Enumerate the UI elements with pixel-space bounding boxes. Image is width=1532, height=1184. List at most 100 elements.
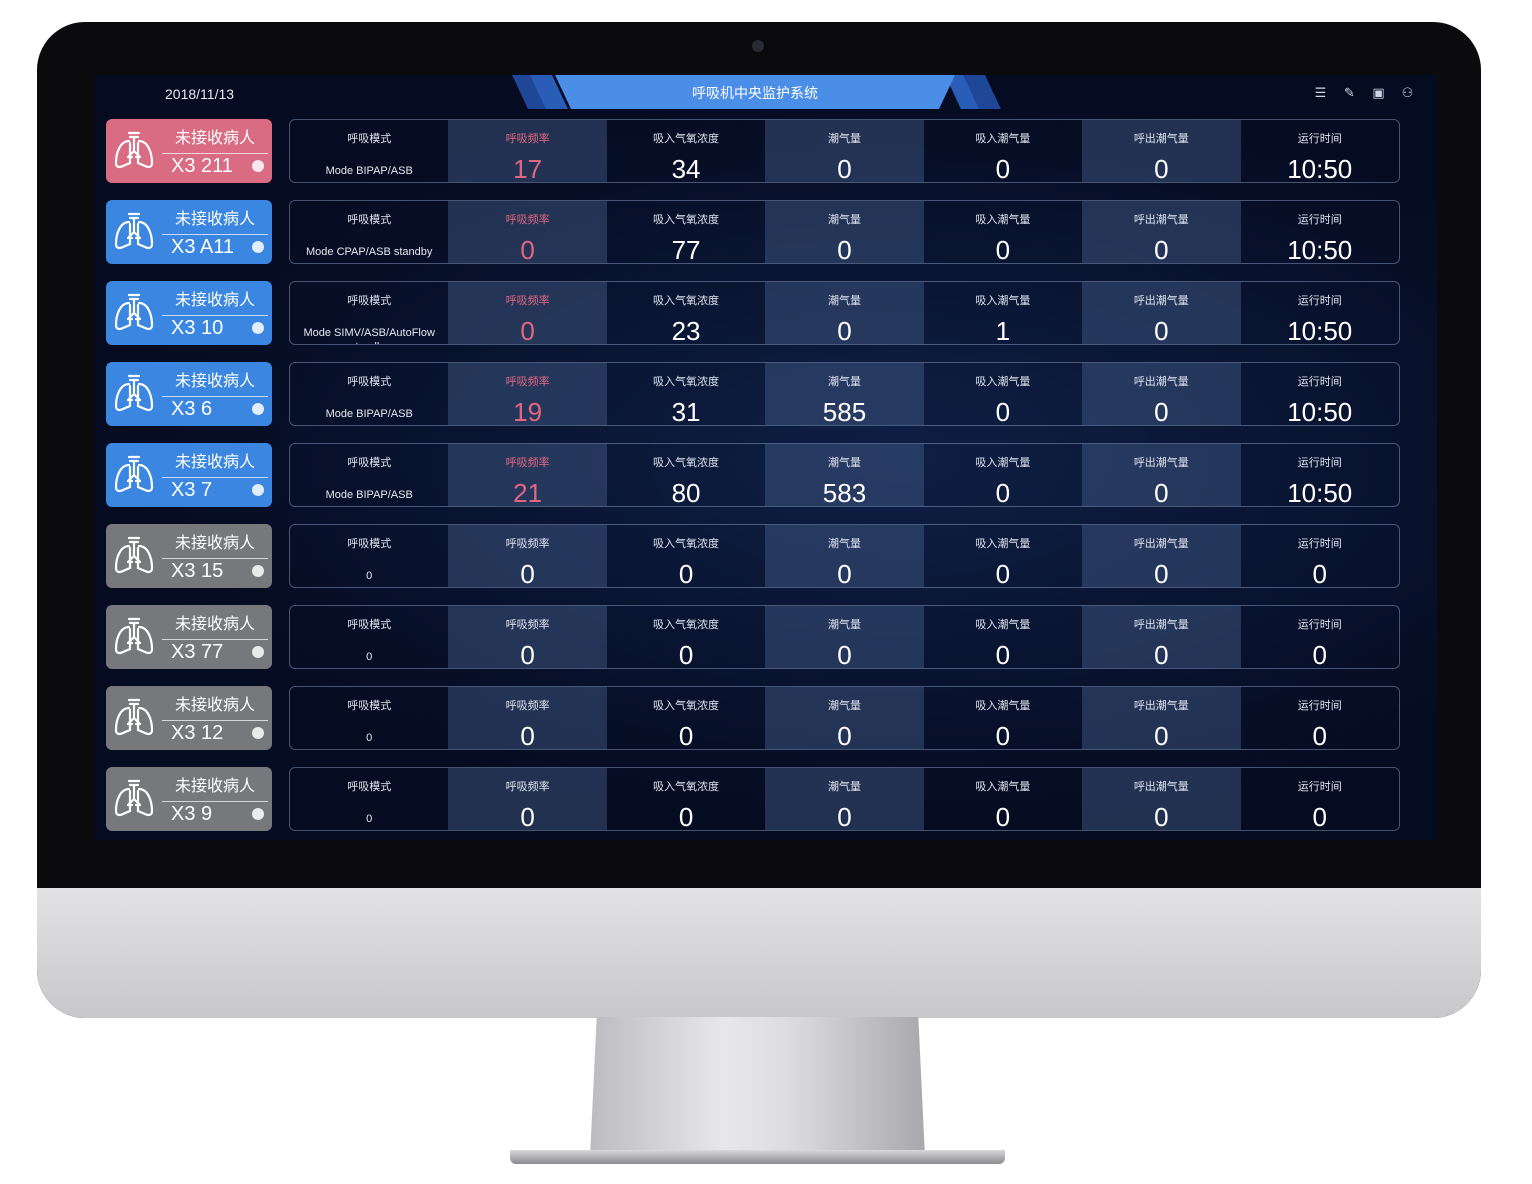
cell-metric: 吸入潮气量 0 (975, 538, 1031, 588)
patient-card[interactable]: 未接收病人 X3 A11 (106, 200, 272, 264)
lungs-icon (114, 455, 154, 493)
cell-metric: 呼出潮气量 0 (1082, 363, 1241, 425)
cell-metric: 潮气量 0 (765, 687, 924, 749)
ventilator-row: 未接收病人 X3 6 呼吸模式 Mode BIPAP/ASB 呼吸频率 19 吸入气氧浓度 3… (106, 362, 1400, 426)
ventilator-row: 未接收病人 X3 9 呼吸模式 0 呼吸频率 0 吸入气氧浓度 0 潮气量 0 吸入潮气量 0 呼出潮气… (106, 767, 1400, 831)
lungs-icon (114, 374, 154, 412)
cell-metric: 吸入潮气量 0 (975, 133, 1031, 183)
list-icon[interactable]: ☰ (1314, 85, 1327, 100)
cell-metric: 潮气量 0 (765, 120, 924, 182)
cell-metric: 吸入潮气量 0 (975, 781, 1031, 831)
page-title: 呼吸机中央监护系统 (555, 75, 955, 109)
cell-mode: 呼吸模式 Mode BIPAP/ASB (325, 457, 413, 501)
metrics-panel: 呼吸模式 0 呼吸频率 0 吸入气氧浓度 0 潮气量 0 吸入潮气量 0 呼出潮气量 0 运行时间 0 (289, 686, 1400, 750)
cell-metric: 呼出潮气量 0 (1082, 606, 1241, 668)
ventilator-row: 未接收病人 X3 15 呼吸模式 0 呼吸频率 0 吸入气氧浓度 0 潮气量 0 吸入潮气量 0 呼出潮… (106, 524, 1400, 588)
cell-metric: 吸入气氧浓度 80 (653, 457, 720, 507)
cell-metric: 吸入气氧浓度 0 (653, 700, 720, 750)
metrics-panel: 呼吸模式 Mode CPAP/ASB standby 呼吸频率 0 吸入气氧浓度 77 潮气… (289, 200, 1400, 264)
cell-metric: 运行时间 0 (1297, 700, 1342, 750)
metrics-panel: 呼吸模式 0 呼吸频率 0 吸入气氧浓度 0 潮气量 0 吸入潮气量 0 呼出潮气量 0 运行时间 0 (289, 767, 1400, 831)
ventilator-row: 未接收病人 X3 A11 呼吸模式 Mode CPAP/ASB standby 呼吸频率… (106, 200, 1400, 264)
cell-metric: 吸入潮气量 0 (975, 376, 1031, 426)
cell-mode: 呼吸模式 Mode BIPAP/ASB (325, 376, 413, 420)
cell-metric: 潮气量 583 (765, 444, 924, 506)
date: 2018/11/13 (165, 86, 235, 102)
cell-mode: 呼吸模式 0 (347, 538, 392, 582)
edit-icon[interactable] (252, 322, 264, 334)
patient-card[interactable]: 未接收病人 X3 7 (106, 443, 272, 507)
patient-card[interactable]: 未接收病人 X3 6 (106, 362, 272, 426)
edit-icon[interactable] (252, 160, 264, 172)
monitor-stand (590, 1017, 925, 1157)
cell-metric: 潮气量 0 (765, 201, 924, 263)
ventilator-row: 未接收病人 X3 12 呼吸模式 0 呼吸频率 0 吸入气氧浓度 0 潮气量 0 吸入潮气量 0 呼出潮… (106, 686, 1400, 750)
lungs-icon (114, 293, 154, 331)
cell-metric: 潮气量 0 (765, 525, 924, 587)
patient-card[interactable]: 未接收病人 X3 9 (106, 767, 272, 831)
edit-icon[interactable] (252, 646, 264, 658)
cell-metric: 吸入气氧浓度 0 (653, 538, 720, 588)
cell-metric: 吸入气氧浓度 34 (653, 133, 720, 183)
monitor-chin (37, 888, 1481, 1018)
cell-metric: 吸入气氧浓度 23 (653, 295, 720, 345)
metrics-panel: 呼吸模式 Mode BIPAP/ASB 呼吸频率 17 吸入气氧浓度 34 潮气量 0 吸入潮气… (289, 119, 1400, 183)
cell-metric: 运行时间 10:50 (1287, 214, 1353, 264)
cell-metric: 呼出潮气量 0 (1082, 444, 1241, 506)
layout-icon[interactable]: ▣ (1372, 85, 1385, 100)
cell-metric: 呼吸频率 21 (448, 444, 607, 506)
cell-metric: 呼出潮气量 0 (1082, 768, 1241, 830)
edit-icon[interactable]: ✎ (1344, 85, 1355, 100)
cell-metric: 吸入气氧浓度 31 (653, 376, 720, 426)
dashboard-screen: 2018/11/13 呼吸机中央监护系统 ☰ ✎ ▣ ⚇ 未接收病人 X3 211… (95, 75, 1437, 840)
cell-metric: 潮气量 0 (765, 606, 924, 668)
lungs-icon (114, 131, 154, 169)
cell-metric: 吸入潮气量 0 (975, 700, 1031, 750)
cell-metric: 潮气量 0 (765, 282, 924, 344)
cell-metric: 吸入潮气量 0 (975, 619, 1031, 669)
lungs-icon (114, 212, 154, 250)
cell-metric: 呼吸频率 0 (448, 201, 607, 263)
patient-card[interactable]: 未接收病人 X3 10 (106, 281, 272, 345)
cell-metric: 呼出潮气量 0 (1082, 525, 1241, 587)
cell-metric: 潮气量 0 (765, 768, 924, 830)
cell-mode: 呼吸模式 Mode CPAP/ASB standby (306, 214, 433, 258)
camera (752, 40, 764, 52)
cell-metric: 呼出潮气量 0 (1082, 282, 1241, 344)
cell-metric: 呼吸频率 17 (448, 120, 607, 182)
cell-metric: 吸入潮气量 0 (975, 457, 1031, 507)
patient-card[interactable]: 未接收病人 X3 77 (106, 605, 272, 669)
edit-icon[interactable] (252, 403, 264, 415)
patient-card[interactable]: 未接收病人 X3 12 (106, 686, 272, 750)
lungs-icon (114, 617, 154, 655)
edit-icon[interactable] (252, 565, 264, 577)
cell-mode: 呼吸模式 0 (347, 700, 392, 744)
cell-metric: 呼出潮气量 0 (1082, 201, 1241, 263)
cell-metric: 潮气量 585 (765, 363, 924, 425)
metrics-panel: 呼吸模式 0 呼吸频率 0 吸入气氧浓度 0 潮气量 0 吸入潮气量 0 呼出潮气量 0 运行时间 0 (289, 605, 1400, 669)
cell-metric: 运行时间 0 (1297, 781, 1342, 831)
edit-icon[interactable] (252, 727, 264, 739)
cell-mode: 呼吸模式 0 (347, 619, 392, 663)
metrics-panel: 呼吸模式 Mode BIPAP/ASB 呼吸频率 19 吸入气氧浓度 31 潮气量 585 吸入… (289, 362, 1400, 426)
edit-icon[interactable] (252, 808, 264, 820)
cell-metric: 呼吸频率 19 (448, 363, 607, 425)
cell-metric: 运行时间 10:50 (1287, 376, 1353, 426)
patient-card[interactable]: 未接收病人 X3 211 (106, 119, 272, 183)
cell-metric: 运行时间 10:50 (1287, 133, 1353, 183)
lungs-icon (114, 779, 154, 817)
ventilator-row: 未接收病人 X3 77 呼吸模式 0 呼吸频率 0 吸入气氧浓度 0 潮气量 0 吸入潮气量 0 呼出潮… (106, 605, 1400, 669)
user-icon[interactable]: ⚇ (1401, 85, 1414, 100)
cell-metric: 运行时间 10:50 (1287, 457, 1353, 507)
ventilator-row: 未接收病人 X3 211 呼吸模式 Mode BIPAP/ASB 呼吸频率 17 吸入气氧浓… (106, 119, 1400, 183)
edit-icon[interactable] (252, 484, 264, 496)
cell-metric: 运行时间 0 (1297, 619, 1342, 669)
cell-metric: 运行时间 10:50 (1287, 295, 1353, 345)
patient-card[interactable]: 未接收病人 X3 15 (106, 524, 272, 588)
monitor-foot (510, 1150, 1005, 1164)
ventilator-row: 未接收病人 X3 7 呼吸模式 Mode BIPAP/ASB 呼吸频率 21 吸入气氧浓度 8… (106, 443, 1400, 507)
edit-icon[interactable] (252, 241, 264, 253)
